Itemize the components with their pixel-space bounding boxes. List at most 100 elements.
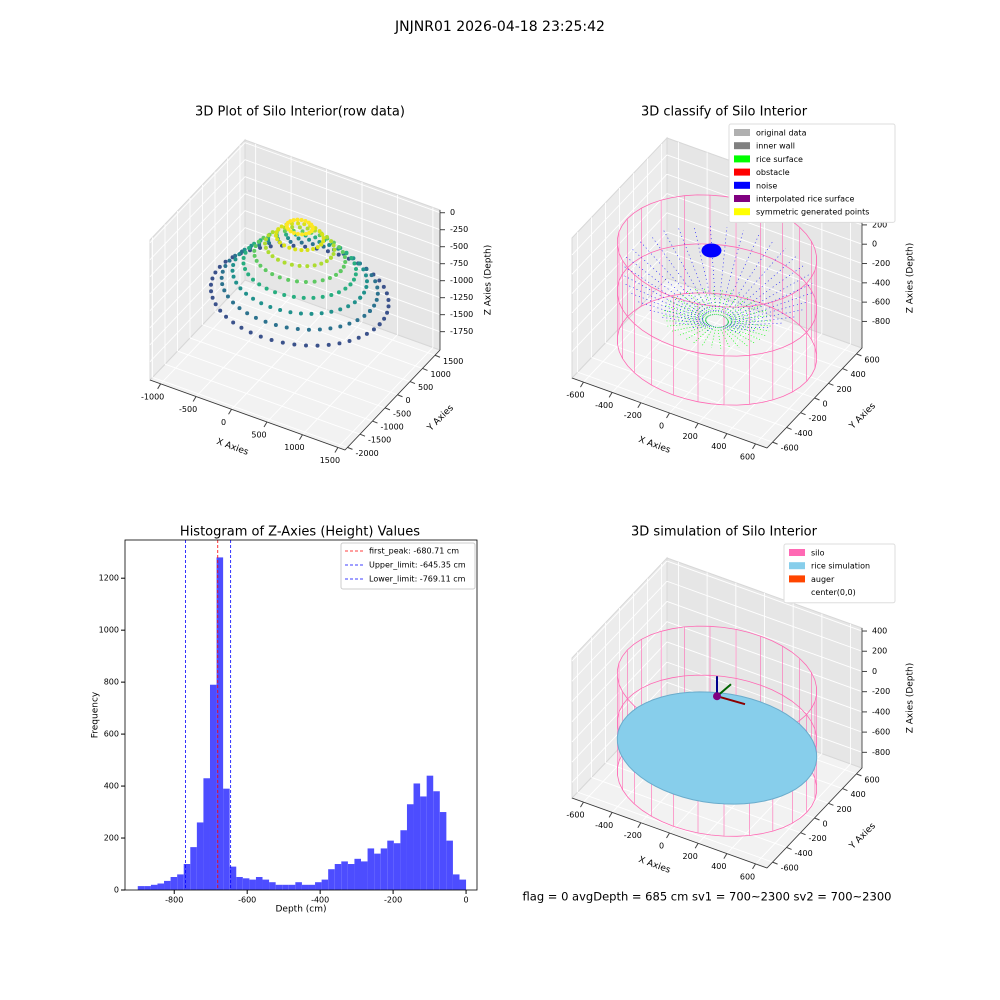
z-tick-label: -800 — [872, 317, 890, 326]
scatter-point — [305, 226, 310, 231]
grid-line — [149, 261, 246, 362]
scatter-point — [329, 292, 334, 297]
y-tick-label: -400 — [795, 429, 813, 438]
scatter-point — [311, 246, 316, 251]
bar — [354, 858, 362, 890]
scatter-point — [270, 254, 275, 259]
x-tick — [299, 434, 303, 440]
grid-line — [619, 327, 815, 399]
x-axis-label: X Axies — [637, 435, 672, 456]
legend-swatch — [734, 129, 750, 136]
scatter-point — [231, 262, 236, 267]
y-tick — [800, 412, 806, 416]
z-tick-label: -800 — [872, 748, 890, 757]
x-tick-label: 0 — [221, 418, 226, 427]
scatter-point — [336, 252, 341, 257]
scatter-point — [336, 290, 341, 295]
legend-swatch — [734, 208, 750, 216]
scatter-point — [270, 272, 275, 277]
y-tick — [372, 420, 378, 424]
rice-streak — [721, 292, 742, 317]
legend-swatch — [789, 549, 805, 556]
axis-line — [571, 377, 768, 449]
y-tick — [842, 368, 848, 372]
bar — [452, 874, 460, 890]
scatter-point — [282, 243, 287, 248]
y-tick-label: -600 — [781, 864, 799, 873]
scatter-point — [291, 294, 296, 299]
noise-streak — [663, 230, 712, 316]
grid-line — [571, 560, 668, 662]
grid-line — [571, 661, 668, 763]
scatter-point — [292, 231, 297, 235]
y-axis-label: Y Axies — [847, 401, 878, 432]
scatter-point — [306, 220, 311, 225]
rice-streak — [677, 324, 710, 337]
y-tick-label: -600 — [781, 444, 799, 453]
scatter-point — [263, 245, 268, 250]
scatter-point — [337, 341, 342, 346]
x-tick-label: -1000 — [141, 392, 164, 401]
y-tick-label: 1000 — [431, 370, 451, 379]
chart-title: 3D Plot of Silo Interior(row data) — [195, 105, 405, 120]
bar — [170, 877, 178, 890]
scatter-point — [292, 342, 297, 347]
legend-label: center(0,0) — [811, 588, 856, 597]
y-tick — [828, 802, 834, 806]
grid-line — [571, 212, 668, 314]
y-tick — [772, 441, 778, 445]
scatter-point — [234, 280, 239, 285]
scatter-point — [369, 273, 374, 278]
legend-label: Upper_limit: -645.35 cm — [369, 561, 466, 570]
y-tick — [814, 817, 820, 821]
z-tick-label: 200 — [872, 647, 887, 656]
rice-surface — [616, 691, 818, 805]
grid-line — [164, 363, 361, 435]
bar — [190, 847, 197, 890]
scatter-point — [213, 270, 218, 275]
scatter-point — [295, 217, 300, 222]
x-tick-label: 200 — [683, 432, 698, 441]
scatter-point — [278, 308, 283, 313]
rice-streak — [693, 325, 713, 344]
scatter-point — [364, 331, 369, 336]
noise-streak — [726, 309, 803, 325]
scatter-point — [356, 335, 361, 340]
scatter-point — [317, 229, 322, 234]
y-tick-label: 400 — [850, 370, 865, 379]
y-tick — [786, 846, 792, 850]
scatter-point — [320, 278, 325, 283]
scatter-point — [297, 263, 302, 268]
grid-line — [666, 601, 863, 672]
z-tick-label: -1000 — [450, 276, 473, 285]
x-tick — [192, 396, 197, 402]
scatter-point — [243, 250, 248, 255]
z-tick-label: 0 — [872, 240, 877, 249]
scatter-point — [284, 325, 289, 330]
bar — [242, 878, 250, 890]
x-tick — [334, 447, 339, 453]
scatter-point — [239, 325, 244, 330]
scatter-point — [364, 279, 369, 284]
y-tick-label: 0 — [823, 820, 828, 829]
y-tick-label: -500 — [393, 409, 411, 418]
scatter-point — [371, 327, 376, 332]
y-tick — [800, 832, 806, 836]
x-tick-label: 400 — [711, 862, 726, 871]
grid-line — [571, 251, 668, 352]
grid-line — [195, 296, 292, 397]
y-tick-label: 800 — [104, 678, 119, 687]
x-tick-label: -500 — [179, 405, 197, 414]
scatter-point — [329, 309, 334, 314]
scatter-point — [288, 239, 293, 244]
bar — [328, 869, 335, 890]
x-tick-label: 400 — [711, 442, 726, 451]
noise-streak — [629, 292, 708, 323]
bar — [282, 884, 289, 890]
noise-streak — [721, 234, 760, 317]
scatter-point — [251, 296, 256, 301]
bar — [229, 866, 237, 890]
y-tick-label: 200 — [836, 805, 851, 814]
y-tick-label: 400 — [104, 782, 119, 791]
rice-streak — [726, 324, 766, 337]
